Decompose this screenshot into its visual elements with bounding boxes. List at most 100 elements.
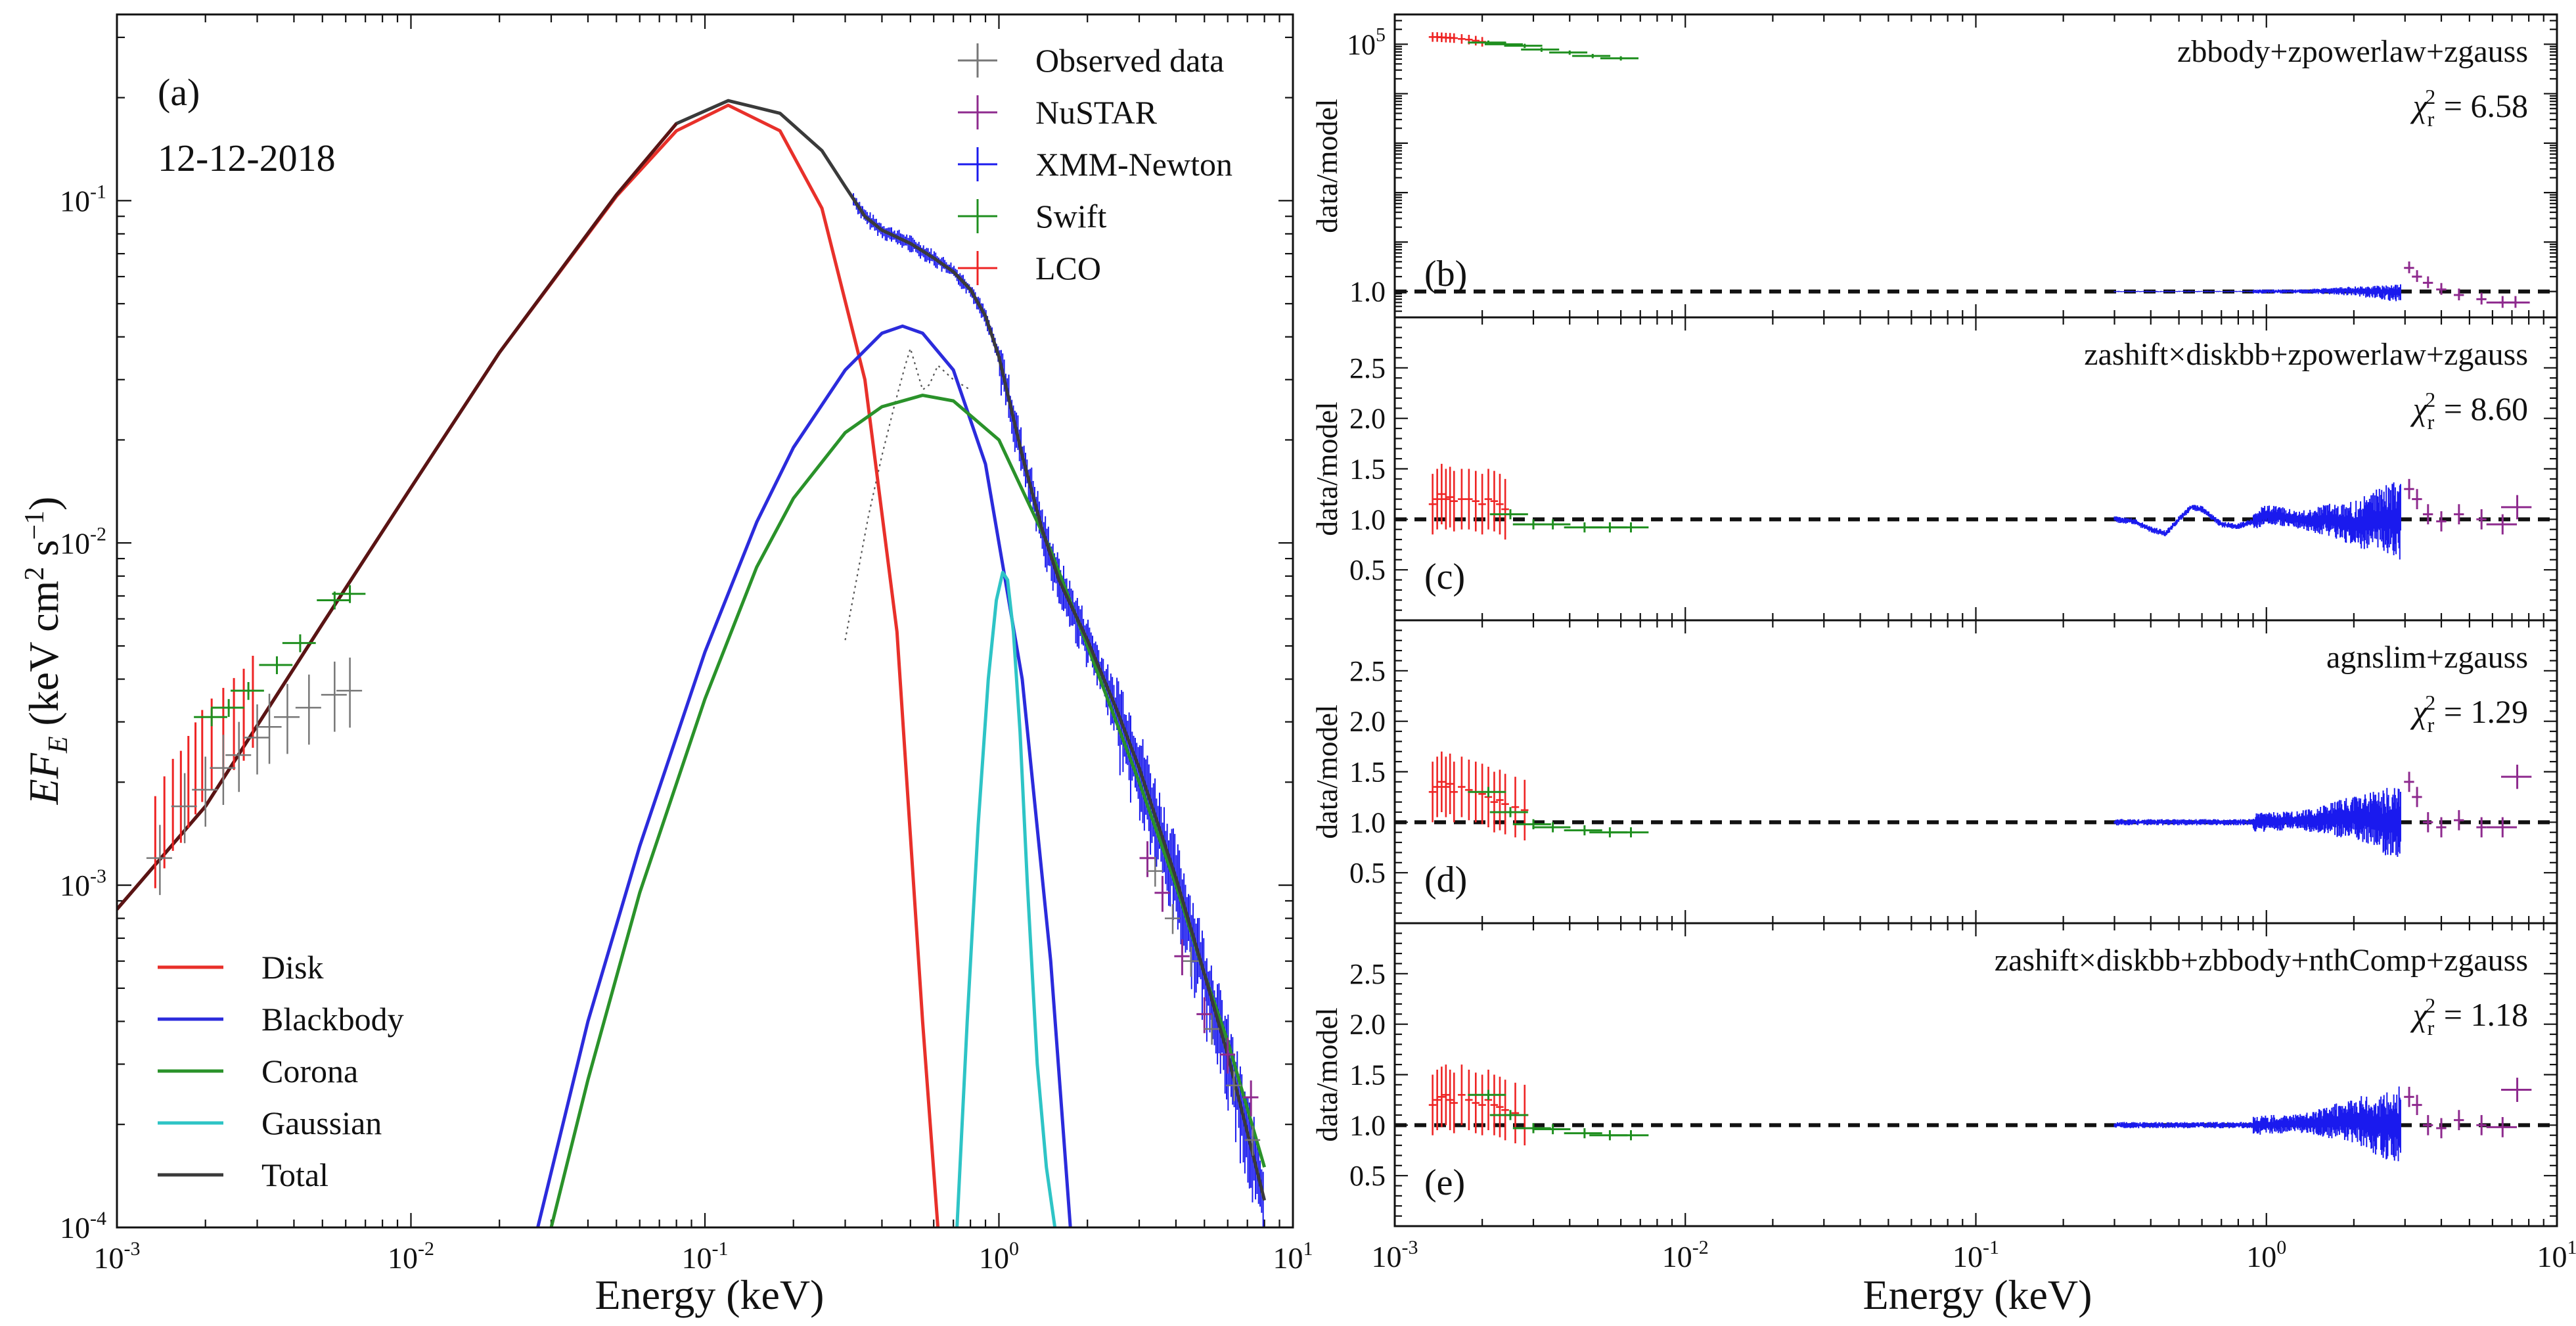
tick-exp: 1 xyxy=(1303,1238,1313,1260)
panel-a-date: 12-12-2018 xyxy=(158,137,336,179)
ylabel-sub: E xyxy=(43,737,74,754)
tick-base: 10 xyxy=(388,1241,418,1275)
ratio-chi-label: χr2 = 1.18 xyxy=(2410,994,2528,1040)
ratio-y-tick-label: 1.5 xyxy=(1349,1059,1386,1091)
ratio-x-tick-label: 10-1 xyxy=(1953,1237,1999,1273)
ratio-chi-label: χr2 = 8.60 xyxy=(2410,388,2528,434)
ylabel-f: F xyxy=(20,752,67,779)
panel-a-xlabel: Energy (keV) xyxy=(595,1271,825,1318)
ratio-y-tick-label: 1.0 xyxy=(1349,806,1386,838)
chi-symbol: χ xyxy=(2410,87,2429,124)
ratio-y-tick-label: 2.5 xyxy=(1349,655,1386,687)
tick-exp: -3 xyxy=(90,865,106,887)
ratio-model-label: agnslim+zgauss xyxy=(2326,640,2528,675)
legend-bottom-label: Gaussian xyxy=(261,1105,382,1141)
panel-a-ylabel: EFE (keV cm2 s−1) xyxy=(20,497,74,806)
tick-exp: -2 xyxy=(418,1238,434,1260)
chi-sub: r xyxy=(2428,1016,2435,1040)
ratio-y-tick-label: 2.5 xyxy=(1349,958,1386,990)
tick-exp: -4 xyxy=(90,1208,106,1229)
tick-exp: -1 xyxy=(90,181,106,202)
legend-top-label: NuSTAR xyxy=(1035,94,1158,131)
legend-top-label: LCO xyxy=(1035,250,1101,286)
ratio-y-tick-label: 2.0 xyxy=(1349,403,1386,435)
ylabel-open: (keV cm xyxy=(20,581,67,737)
tick-base: 10 xyxy=(2537,1240,2567,1273)
panel-c: 0.5 1.0 1.5 2.0 2.5 (c) zashift×diskbb+zpowerl… xyxy=(1310,316,2558,622)
panel-a: 10-3 10-2 10-1 100 10110-410-310-210-1Observ… xyxy=(60,13,1313,1275)
ratio-frame xyxy=(1393,922,2558,1227)
ratio-panel-label: (e) xyxy=(1424,1162,1465,1203)
ylabel-mid: s xyxy=(20,540,67,567)
legend-bottom-label: Total xyxy=(261,1156,328,1193)
tick-base: 10 xyxy=(1347,28,1376,60)
ratio-x-tick-label: 101 xyxy=(2537,1237,2576,1273)
legend-top-label: XMM-Newton xyxy=(1035,146,1232,183)
tick-base: 10 xyxy=(979,1241,1009,1275)
series-gaussian xyxy=(955,570,1057,1227)
ratio-plot xyxy=(1395,32,2557,308)
y-tick-label: 10-1 xyxy=(60,181,106,217)
legend-top-label: Observed data xyxy=(1035,42,1224,79)
ratio-plot xyxy=(1395,1064,2557,1162)
ratio-y-tick-label: 2.0 xyxy=(1349,1009,1386,1041)
chi-sup: 2 xyxy=(2425,994,2435,1017)
ratio-y-tick-label: 1.5 xyxy=(1349,756,1386,789)
ratio-y-tick-label: 0.5 xyxy=(1349,554,1386,586)
legend-bottom-label: Corona xyxy=(261,1053,358,1089)
ylabel-e: E xyxy=(20,779,67,805)
panel-b: 1.0 105 (b) zbbody+zpowerlaw+zgauss χr2 = 6.… xyxy=(1310,13,2558,319)
ratio-x-tick-label: 10-2 xyxy=(1662,1237,1709,1273)
x-tick-label: 101 xyxy=(1273,1238,1313,1275)
ratio-chi-label: χr2 = 6.58 xyxy=(2410,85,2528,131)
tick-exp: 0 xyxy=(2276,1237,2286,1258)
tick-base: 10 xyxy=(1273,1241,1303,1275)
ratio-panel-label: (b) xyxy=(1424,254,1467,294)
ratio-x-tick-label: 10-3 xyxy=(1372,1237,1418,1273)
ratio-panel-label: (c) xyxy=(1424,557,1465,597)
tick-base: 10 xyxy=(1372,1240,1402,1273)
panel-a-plot xyxy=(117,99,1267,1227)
ratio-y-tick-label: 1.0 xyxy=(1349,276,1386,308)
legend-bottom-label: Disk xyxy=(261,949,323,986)
tick-exp: -3 xyxy=(1402,1237,1418,1258)
x-tick-label: 10-3 xyxy=(94,1238,141,1275)
ratio-ylabel: data/model xyxy=(1310,1007,1344,1141)
tick-exp: 0 xyxy=(1009,1238,1019,1260)
ylabel-inv: −1 xyxy=(20,511,50,540)
ratio-chi-label: χr2 = 1.29 xyxy=(2410,691,2528,737)
tick-base: 10 xyxy=(60,526,90,560)
tick-base: 10 xyxy=(1953,1240,1983,1273)
ratio-y-tick-label: 0.5 xyxy=(1349,1160,1386,1192)
ratio-model-label: zbbody+zpowerlaw+zgauss xyxy=(2177,34,2528,69)
chi-eq: = 1.18 xyxy=(2435,996,2528,1033)
ratio-ylabel: data/model xyxy=(1310,401,1344,536)
ratio-ylabel: data/model xyxy=(1310,99,1344,233)
tick-base: 10 xyxy=(2246,1240,2276,1273)
ratio-y-tick-label: 2.5 xyxy=(1349,352,1386,384)
y-tick-label: 10-3 xyxy=(60,865,106,902)
chi-sub: r xyxy=(2428,713,2435,737)
x-tick-label: 10-2 xyxy=(388,1238,434,1275)
tick-base: 10 xyxy=(60,1211,90,1245)
tick-exp: -2 xyxy=(1692,1237,1709,1258)
y-tick-label: 10-2 xyxy=(60,523,106,560)
chi-symbol: χ xyxy=(2410,390,2429,427)
ratio-ylabel: data/model xyxy=(1310,704,1344,838)
tick-base: 10 xyxy=(94,1241,124,1275)
x-tick-label: 10-1 xyxy=(682,1238,729,1275)
ratio-model-label: zashift×diskbb+zpowerlaw+zgauss xyxy=(2084,337,2528,372)
tick-exp: -1 xyxy=(712,1238,729,1260)
tick-base: 10 xyxy=(60,869,90,902)
ratio-y-tick-label: 105 xyxy=(1347,24,1386,60)
tick-base: 10 xyxy=(1662,1240,1692,1273)
chi-eq: = 6.58 xyxy=(2435,87,2528,124)
tick-base: 10 xyxy=(682,1241,712,1275)
ratio-y-tick-label: 0.5 xyxy=(1349,857,1386,889)
ratio-panel-label: (d) xyxy=(1424,859,1467,900)
tick-exp: -2 xyxy=(90,523,106,545)
tick-exp: -3 xyxy=(124,1238,141,1260)
tick-exp: 5 xyxy=(1376,24,1386,45)
